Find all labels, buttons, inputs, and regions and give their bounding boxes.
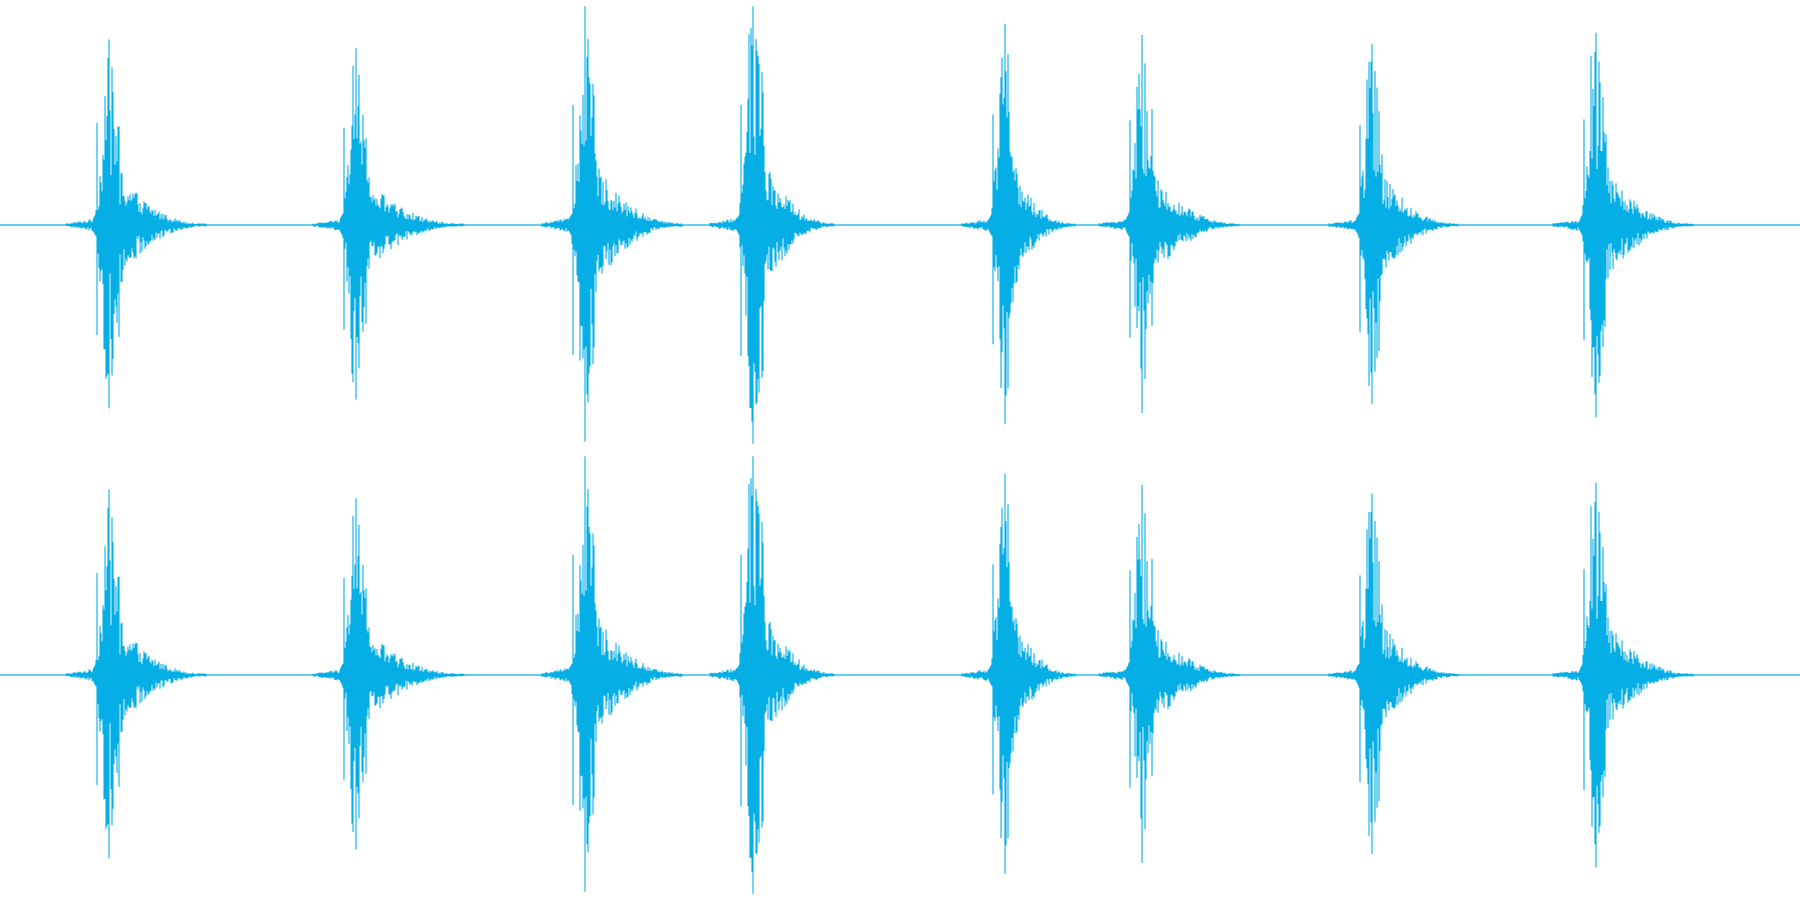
sound-event-core [736,657,772,693]
sound-event [1552,482,1694,868]
sound-event-core [92,207,128,243]
sound-event-waveform [1328,493,1459,854]
sound-event-waveform [65,39,207,409]
sound-event-core [92,657,128,693]
sound-event-waveform [1552,482,1694,868]
sound-event [709,456,835,894]
sound-event-waveform [1328,43,1459,404]
sound-event-core [1125,657,1161,693]
sound-event [541,456,683,892]
sound-event-core [988,657,1024,693]
sound-event [312,498,465,850]
sound-event-core [339,207,375,243]
sound-event-core [1579,657,1615,693]
sound-event-waveform [541,456,683,892]
channel-bottom-waveform [0,456,1800,894]
sound-event-core [736,207,772,243]
sound-event [961,23,1076,424]
sound-event-core [339,657,375,693]
sound-event-waveform [1098,34,1240,413]
sound-event [1098,484,1240,863]
sound-event-waveform [312,48,465,400]
sound-event [1328,43,1459,404]
sound-event [312,48,465,400]
sound-event-waveform [1552,32,1694,418]
sound-event [65,489,207,859]
sound-event [1552,32,1694,418]
channel-bottom[interactable] [0,450,1800,900]
sound-event [709,6,835,444]
channel-top-waveform [0,6,1800,444]
sound-event-core [568,207,604,243]
sound-event [1098,34,1240,413]
sound-event-waveform [1098,484,1240,863]
sound-event-core [1125,207,1161,243]
sound-event-waveform [65,489,207,859]
sound-event [1328,493,1459,854]
channel-top[interactable] [0,0,1800,450]
sound-event-core [1579,207,1615,243]
sound-event-core [988,207,1024,243]
sound-event-core [568,657,604,693]
sound-event-core [1355,207,1391,243]
sound-event-waveform [312,498,465,850]
sound-event-core [1355,657,1391,693]
sound-event-waveform [541,6,683,442]
sound-event [65,39,207,409]
sound-event [541,6,683,442]
sound-event [961,473,1076,874]
